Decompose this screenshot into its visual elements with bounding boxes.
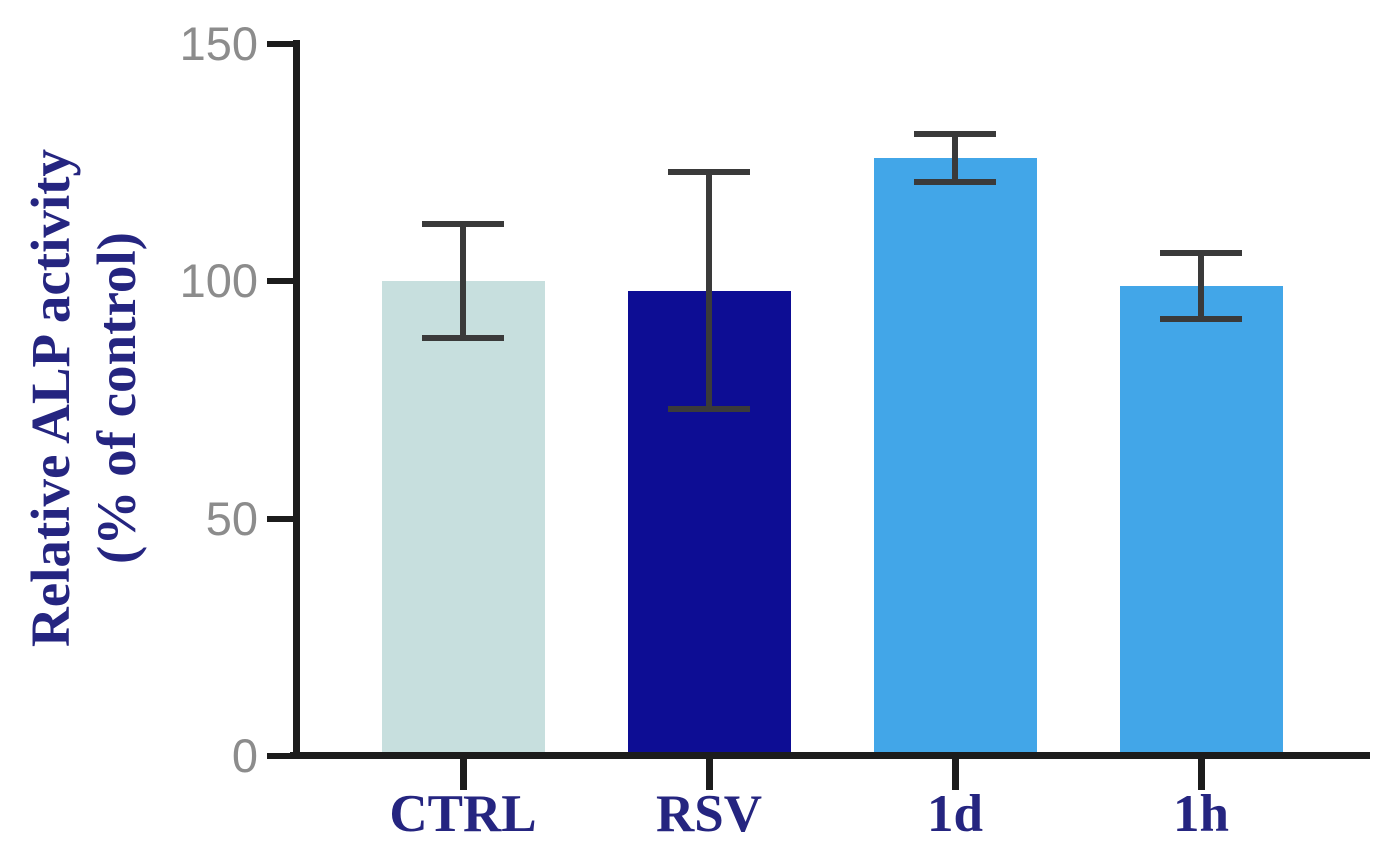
- error-bar-cap-top-rsv: [668, 169, 750, 176]
- error-bar-cap-bottom-rsv: [668, 406, 750, 413]
- error-bar-line-rsv: [706, 172, 712, 410]
- y-tick-label: 0: [231, 729, 258, 782]
- x-axis-line: [290, 752, 1370, 759]
- error-bar-cap-bottom-1d: [914, 178, 996, 185]
- error-bar-line-1h: [1198, 252, 1204, 320]
- x-category-label-rsv: RSV: [655, 785, 763, 843]
- x-category-label-1h: 1h: [1173, 785, 1229, 843]
- y-tick-label: 50: [205, 491, 258, 545]
- y-tick-label: 150: [179, 17, 258, 70]
- bar-ctrl: [381, 281, 545, 756]
- y-tick-mark: [267, 278, 293, 285]
- error-bar-line-ctrl: [460, 224, 466, 339]
- error-bar-cap-bottom-ctrl: [422, 335, 504, 342]
- bar-1d: [873, 157, 1037, 756]
- x-tick-mark-ctrl: [459, 759, 467, 790]
- x-tick-mark-1d: [951, 759, 959, 790]
- x-category-label-ctrl: CTRL: [389, 785, 537, 843]
- y-tick-mark: [267, 753, 293, 759]
- y-tick-mark: [267, 515, 293, 522]
- y-axis-line: [293, 40, 300, 759]
- error-bar-cap-top-ctrl: [422, 221, 504, 228]
- error-bar-cap-top-1d: [914, 131, 996, 138]
- x-tick-mark-1h: [1197, 759, 1205, 790]
- error-bar-cap-top-1h: [1160, 249, 1242, 256]
- bar-1h: [1119, 286, 1283, 756]
- x-category-label-1d: 1d: [927, 785, 983, 843]
- error-bar-cap-bottom-1h: [1160, 316, 1242, 323]
- x-tick-mark-rsv: [705, 759, 713, 790]
- y-tick-label: 100: [179, 254, 258, 308]
- error-bar-line-1d: [952, 134, 958, 182]
- y-tick-mark: [267, 41, 293, 47]
